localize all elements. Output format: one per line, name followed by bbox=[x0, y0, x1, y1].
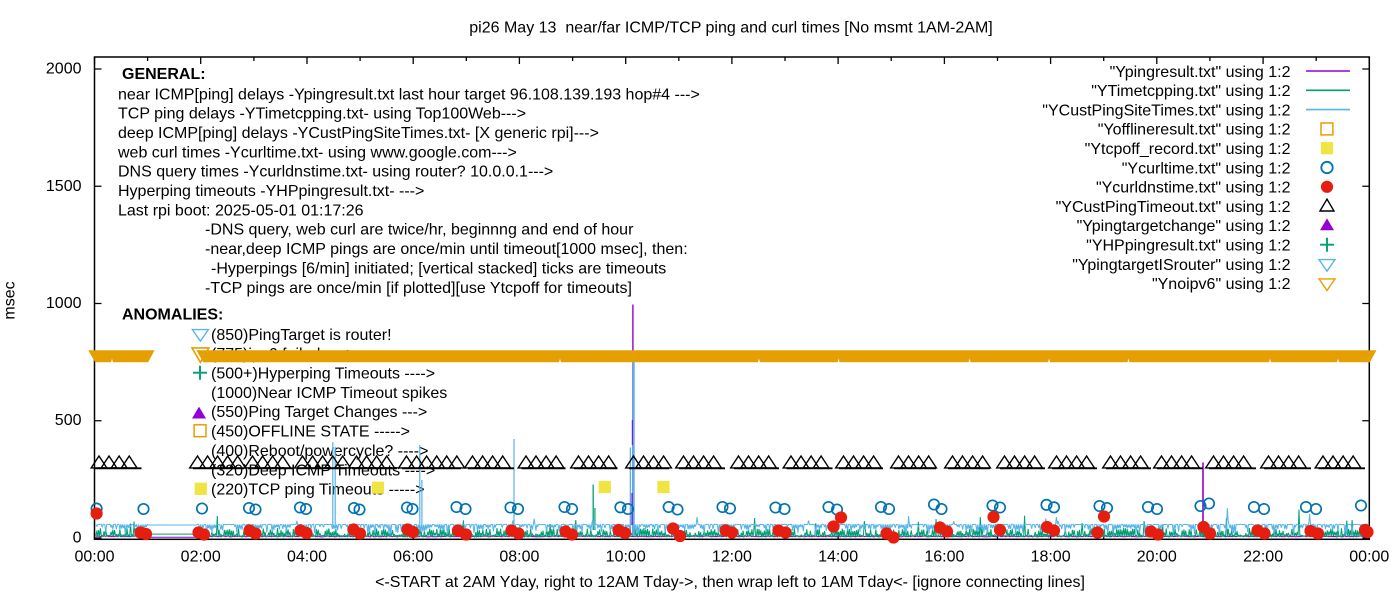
svg-text:-Hyperpings [6/min] initiated;: -Hyperpings [6/min] initiated; [vertical… bbox=[211, 260, 666, 277]
svg-text:12:00: 12:00 bbox=[712, 549, 752, 566]
svg-text:02:00: 02:00 bbox=[181, 549, 221, 566]
svg-text:(400)Reboot/powercycle? ---->: (400)Reboot/powercycle? ----> bbox=[211, 443, 428, 460]
svg-text:Last rpi boot: 2025-05-01 01:1: Last rpi boot: 2025-05-01 01:17:26 bbox=[118, 202, 364, 219]
svg-text:(550)Ping Target Changes --->: (550)Ping Target Changes ---> bbox=[211, 404, 427, 421]
svg-text:"Ynoipv6" using 1:2: "Ynoipv6" using 1:2 bbox=[1152, 276, 1291, 293]
svg-text:(500+)Hyperping Timeouts ---->: (500+)Hyperping Timeouts ----> bbox=[211, 366, 435, 383]
svg-text:"Ypingresult.txt" using 1:2: "Ypingresult.txt" using 1:2 bbox=[1110, 64, 1291, 81]
svg-text:Hyperping timeouts -YHPpingres: Hyperping timeouts -YHPpingresult.txt- -… bbox=[118, 183, 424, 200]
svg-text:1500: 1500 bbox=[46, 178, 82, 195]
svg-text:-TCP pings are once/min [if pl: -TCP pings are once/min [if plotted][use… bbox=[205, 280, 632, 297]
svg-text:msec: msec bbox=[2, 281, 19, 319]
svg-text:-near,deep ICMP pings are once: -near,deep ICMP pings are once/min until… bbox=[205, 241, 688, 258]
svg-text:22:00: 22:00 bbox=[1243, 549, 1283, 566]
svg-text:16:00: 16:00 bbox=[924, 549, 964, 566]
svg-text:TCP ping delays -YTimetcpping.: TCP ping delays -YTimetcpping.txt- using… bbox=[118, 106, 526, 123]
svg-text:"YpingtargetISrouter" using 1:: "YpingtargetISrouter" using 1:2 bbox=[1072, 257, 1290, 274]
svg-text:2000: 2000 bbox=[46, 61, 82, 78]
svg-text:GENERAL:: GENERAL: bbox=[122, 66, 206, 83]
svg-text:"YCustPingSiteTimes.txt" using: "YCustPingSiteTimes.txt" using 1:2 bbox=[1042, 102, 1290, 119]
svg-text:"Ycurldnstime.txt" using 1:2: "Ycurldnstime.txt" using 1:2 bbox=[1096, 180, 1291, 197]
svg-text:"Ypingtargetchange" using 1:2: "Ypingtargetchange" using 1:2 bbox=[1077, 218, 1291, 235]
svg-text:(850)PingTarget is router!: (850)PingTarget is router! bbox=[211, 327, 392, 344]
svg-text:00:00: 00:00 bbox=[1349, 549, 1389, 566]
svg-text:near ICMP[ping] delays -Ypingr: near ICMP[ping] delays -Ypingresult.txt … bbox=[118, 86, 700, 103]
svg-text:(320)Deep ICMP Timeouts ---->: (320)Deep ICMP Timeouts ----> bbox=[211, 462, 435, 479]
svg-text:00:00: 00:00 bbox=[74, 549, 114, 566]
svg-text:deep ICMP[ping] delays -YCustP: deep ICMP[ping] delays -YCustPingSiteTim… bbox=[118, 125, 599, 142]
svg-text:ANOMALIES:: ANOMALIES: bbox=[122, 307, 223, 324]
svg-text:"Ycurltime.txt" using 1:2: "Ycurltime.txt" using 1:2 bbox=[1122, 160, 1291, 177]
svg-text:10:00: 10:00 bbox=[606, 549, 646, 566]
svg-text:"YCustPingTimeout.txt" using 1: "YCustPingTimeout.txt" using 1:2 bbox=[1056, 199, 1291, 216]
svg-text:20:00: 20:00 bbox=[1137, 549, 1177, 566]
svg-text:(220)TCP ping Timeouts ----->: (220)TCP ping Timeouts -----> bbox=[211, 482, 425, 499]
svg-text:<-START at 2AM Yday, right to: <-START at 2AM Yday, right to 12AM Tday-… bbox=[375, 574, 1085, 591]
svg-text:-DNS query, web curl are twice: -DNS query, web curl are twice/hr, begin… bbox=[205, 222, 634, 239]
svg-text:"YTimetcpping.txt" using 1:2: "YTimetcpping.txt" using 1:2 bbox=[1091, 83, 1290, 100]
svg-text:web curl times -Ycurltime.txt-: web curl times -Ycurltime.txt- using www… bbox=[117, 144, 517, 161]
svg-text:500: 500 bbox=[55, 412, 82, 429]
svg-text:"YHPpingresult.txt" using 1:2: "YHPpingresult.txt" using 1:2 bbox=[1086, 238, 1290, 255]
svg-text:0: 0 bbox=[73, 530, 82, 547]
svg-text:14:00: 14:00 bbox=[818, 549, 858, 566]
svg-text:(450)OFFLINE STATE ----->: (450)OFFLINE STATE -----> bbox=[211, 424, 410, 441]
svg-text:04:00: 04:00 bbox=[287, 549, 327, 566]
svg-text:pi26 May 13 near/far ICMP/TCP: pi26 May 13 near/far ICMP/TCP ping and c… bbox=[469, 20, 992, 37]
svg-text:1000: 1000 bbox=[46, 295, 82, 312]
svg-text:"Ytcpoff_record.txt" using 1:2: "Ytcpoff_record.txt" using 1:2 bbox=[1085, 141, 1291, 158]
svg-text:DNS query times -Ycurldnstime.: DNS query times -Ycurldnstime.txt- using… bbox=[118, 164, 553, 181]
svg-text:08:00: 08:00 bbox=[499, 549, 539, 566]
svg-text:06:00: 06:00 bbox=[393, 549, 433, 566]
svg-text:"Yofflineresult.txt" using 1:2: "Yofflineresult.txt" using 1:2 bbox=[1098, 122, 1291, 139]
svg-text:(1000)Near ICMP Timeout spikes: (1000)Near ICMP Timeout spikes bbox=[211, 385, 447, 402]
svg-text:18:00: 18:00 bbox=[1031, 549, 1071, 566]
